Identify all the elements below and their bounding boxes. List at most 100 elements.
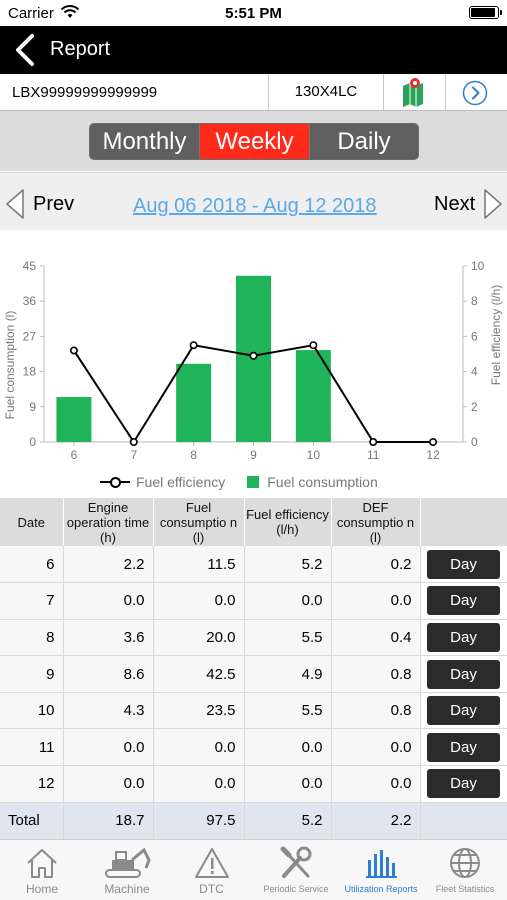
map-pin-icon[interactable] [400,77,430,107]
tab-home[interactable]: Home [0,840,84,900]
machine-serial: LBX99999999999999 [12,84,158,101]
tab-fleet-statistics-label: Fleet Statistics [435,884,495,894]
row-action-cell: Day [420,655,507,693]
total-label: Total [0,802,64,840]
prev-button[interactable]: Prev [33,193,75,215]
chart-legend: Fuel efficiency Fuel consumption [100,474,378,490]
y-tick-label: 9 [29,400,36,414]
page-title: Report [50,38,111,60]
triangle-right-icon[interactable] [482,188,504,220]
tab-daily[interactable]: Daily [310,124,418,159]
fuel-efficiency-point [429,438,438,447]
chart-bars [56,275,331,442]
table-header-row: Date Engine operation time (h) Fuel cons… [0,498,507,546]
machine-model: 130X4LC [268,74,384,110]
row-action-cell: Day [420,692,507,730]
x-tick-label: 6 [71,448,78,462]
table-row: 11 0.0 0.0 0.0 0.0 Day [0,728,507,767]
header-def-consumption: DEF consumptio n (l) [331,498,421,546]
day-button[interactable]: Day [427,549,500,579]
chart-axes: 0 9 18 27 36 45 0 2 4 6 8 10 6 7 8 9 10 11 12 [23,259,485,462]
day-button[interactable]: Day [427,696,500,726]
y2-tick-label: 2 [471,400,478,414]
tab-dtc[interactable]: DTC [170,840,253,900]
fuel-efficiency-point [249,351,258,360]
row-date: 11 [0,728,64,767]
fuel-chart: 0 9 18 27 36 45 0 2 4 6 8 10 6 7 8 9 10 11 12 Fuel consump… [0,230,507,498]
y2-tick-label: 0 [471,435,478,449]
warning-icon [194,848,229,878]
row-engine-time: 3.6 [63,619,154,657]
row-fuel-efficiency: 0.0 [244,728,332,767]
chevron-right-circle-icon[interactable] [462,80,488,106]
tab-weekly[interactable]: Weekly [200,124,310,159]
tab-fleet-statistics[interactable]: Fleet Statistics [423,840,507,900]
total-fuel-consumption: 97.5 [153,802,245,840]
row-engine-time: 4.3 [63,692,154,730]
x-tick-label: 9 [250,448,257,462]
period-segmented-control: Monthly Weekly Daily [89,123,419,160]
row-date: 7 [0,582,64,620]
day-button[interactable]: Day [427,622,500,652]
row-date: 10 [0,692,64,730]
header-fuel-efficiency: Fuel efficiency (l/h) [244,498,332,546]
row-engine-time: 8.6 [63,655,154,693]
row-action-cell: Day [420,619,507,657]
y2-tick-label: 8 [471,294,478,308]
tab-utilization-reports[interactable]: Utilization Reports [339,840,423,900]
row-date: 9 [0,655,64,693]
row-action-cell: Day [420,582,507,620]
tab-periodic-service[interactable]: Periodic Service [253,840,339,900]
fuel-efficiency-point [69,346,78,355]
next-button[interactable]: Next [434,193,476,215]
row-fuel-consumption: 0.0 [153,728,245,767]
fuel-efficiency-point [189,341,198,350]
row-def-consumption: 0.0 [331,582,421,620]
tab-monthly[interactable]: Monthly [90,124,200,159]
row-action-cell: Day [420,765,507,803]
row-fuel-efficiency: 0.0 [244,765,332,803]
row-fuel-efficiency: 0.0 [244,582,332,620]
tab-dtc-label: DTC [199,882,224,896]
header-engine-time: Engine operation time (h) [63,498,154,546]
row-def-consumption: 0.4 [331,619,421,657]
status-bar: Carrier 5:51 PM [0,0,507,26]
legend-bar-marker [247,476,260,488]
row-engine-time: 2.2 [63,546,154,584]
tab-machine[interactable]: Machine [84,840,170,900]
divider [445,74,446,110]
day-button[interactable]: Day [427,769,500,799]
y-tick-label: 45 [23,259,37,273]
machine-info-row: LBX99999999999999 130X4LC [0,74,507,111]
data-table: Date Engine operation time (h) Fuel cons… [0,498,507,840]
day-button[interactable]: Day [427,586,500,616]
bottom-tab-bar: Home Machine DTC [0,839,507,900]
y-tick-label: 0 [29,435,36,449]
row-def-consumption: 0.0 [331,765,421,803]
tools-icon [280,846,312,878]
row-fuel-efficiency: 5.2 [244,546,332,584]
excavator-icon [105,847,151,878]
row-fuel-consumption: 42.5 [153,655,245,693]
triangle-left-icon[interactable] [4,188,26,220]
header-action [420,498,507,546]
home-icon [27,849,57,878]
day-button[interactable]: Day [427,732,500,762]
table-row: 6 2.2 11.5 5.2 0.2 Day [0,546,507,584]
day-button[interactable]: Day [427,659,500,689]
fuel-efficiency-point [129,438,138,447]
total-def-consumption: 2.2 [331,802,421,840]
row-fuel-consumption: 0.0 [153,582,245,620]
row-fuel-consumption: 23.5 [153,692,245,730]
row-engine-time: 0.0 [63,582,154,620]
tab-periodic-service-label: Periodic Service [263,884,329,894]
fuel-efficiency-point [369,438,378,447]
tab-home-label: Home [25,882,58,896]
row-fuel-efficiency: 5.5 [244,692,332,730]
total-fuel-efficiency: 5.2 [244,802,332,840]
y2-tick-label: 4 [471,365,478,379]
date-range-link[interactable]: Aug 06 2018 - Aug 12 2018 [133,195,377,217]
x-tick-label: 7 [130,448,137,462]
back-arrow-icon[interactable] [10,32,42,68]
wifi-icon [60,5,80,18]
